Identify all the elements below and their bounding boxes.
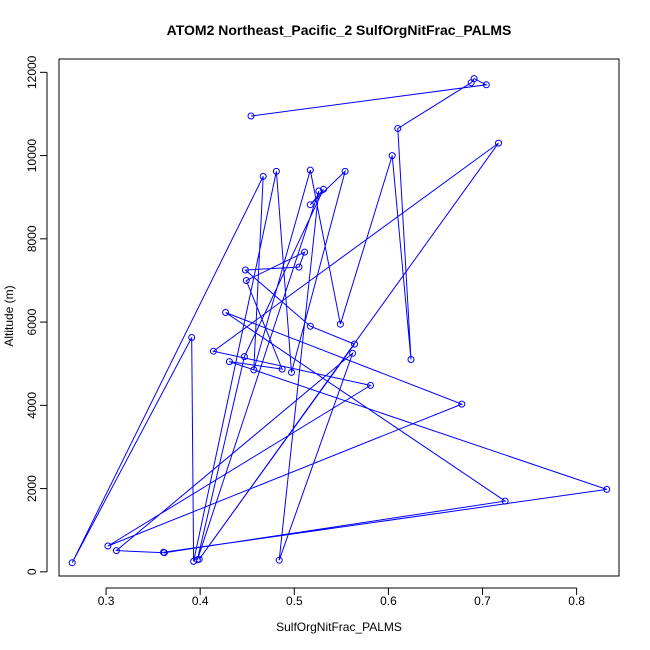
y-tick-label: 8000 — [25, 225, 39, 252]
data-point — [112, 547, 120, 555]
data-point — [242, 277, 250, 284]
x-tick-label: 0.6 — [380, 594, 397, 608]
data-point — [301, 248, 309, 256]
data-point — [278, 365, 286, 373]
data-point — [295, 263, 303, 271]
y-tick-label: 10000 — [25, 139, 39, 173]
y-axis: 0 2000 4000 6000 8000 10000 12000 — [25, 55, 48, 575]
data-point — [349, 349, 357, 357]
x-tick-label: 0.3 — [98, 594, 115, 608]
data-point — [336, 320, 344, 328]
data-point — [160, 548, 167, 556]
data-point — [250, 366, 258, 374]
data-point — [240, 353, 248, 361]
series-line — [71, 77, 607, 563]
y-tick-label: 2000 — [25, 475, 39, 502]
data-point — [241, 266, 249, 274]
y-tick-label: 6000 — [25, 308, 39, 335]
data-point — [104, 542, 112, 550]
data-point — [315, 187, 323, 195]
data-point — [320, 185, 327, 193]
y-tick-label: 4000 — [25, 392, 39, 419]
x-tick-label: 0.7 — [474, 594, 491, 608]
data-marks — [68, 75, 611, 567]
data-point — [225, 358, 233, 366]
data-point — [306, 201, 314, 209]
data-point — [482, 81, 490, 89]
x-tick-label: 0.4 — [192, 594, 209, 608]
y-axis-label: Altitude (m) — [2, 285, 16, 346]
x-tick-label: 0.5 — [286, 594, 303, 608]
data-point — [501, 497, 509, 505]
data-point — [222, 309, 230, 316]
data-point — [272, 167, 280, 175]
data-point — [351, 340, 358, 348]
data-point — [367, 381, 374, 389]
data-point — [259, 172, 267, 180]
data-point — [407, 356, 415, 363]
y-tick-label: 12000 — [25, 55, 39, 89]
data-point — [603, 485, 611, 493]
x-tick-label: 0.8 — [568, 594, 585, 608]
data-point — [306, 166, 314, 174]
x-axis: 0.3 0.4 0.5 0.6 0.7 0.8 — [98, 587, 585, 608]
x-axis-label: SulfOrgNitFrac_PALMS — [276, 620, 402, 634]
data-point — [394, 125, 402, 132]
data-point — [341, 167, 349, 175]
chart-title: ATOM2 Northeast_Pacific_2 SulfOrgNitFrac… — [167, 22, 512, 38]
data-point — [195, 555, 203, 563]
plot-frame — [58, 58, 620, 577]
data-point — [275, 556, 283, 564]
data-point — [247, 112, 255, 120]
data-point — [306, 322, 314, 330]
data-point — [209, 347, 217, 355]
data-point — [388, 152, 396, 160]
data-point — [458, 400, 466, 408]
data-point — [288, 368, 295, 376]
data-point — [467, 79, 475, 87]
y-tick-label: 0 — [25, 568, 39, 575]
data-point — [68, 559, 76, 567]
data-point — [188, 334, 196, 341]
data-point — [495, 139, 502, 147]
